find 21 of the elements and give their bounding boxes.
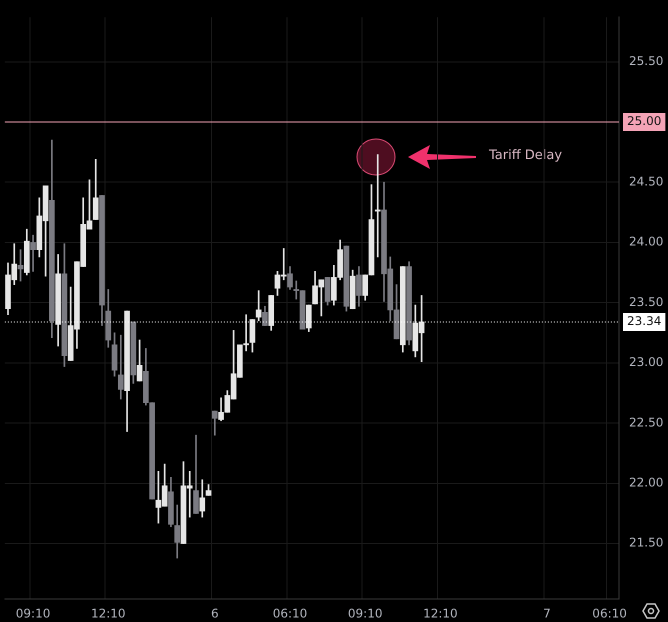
candlestick — [30, 234, 36, 272]
annotation: Tariff Delay — [489, 148, 562, 163]
y-tick-label: 24.00 — [629, 234, 664, 249]
x-tick-label: 12:10 — [90, 606, 126, 620]
x-tick-label: 09:10 — [348, 606, 382, 620]
x-tick-label: 06:10 — [272, 606, 308, 620]
x-tick-label: 6 — [210, 606, 219, 620]
y-tick-label: 22.00 — [629, 475, 664, 490]
x-tick-label: 06:10 — [592, 606, 627, 620]
candlestick — [18, 249, 24, 282]
ref-line-label: 23.34 — [627, 314, 662, 328]
x-tick-label: 09:10 — [16, 606, 50, 620]
x-tick-label: 12:10 — [423, 606, 458, 620]
x-tick-label: 7 — [543, 606, 551, 620]
y-tick-label: 24.50 — [629, 174, 664, 188]
y-tick-label: 23.00 — [629, 355, 664, 370]
ref-line-label: 25.00 — [627, 114, 662, 128]
y-tick-label: 22.50 — [629, 415, 664, 430]
y-tick-label: 23.50 — [629, 294, 664, 309]
y-tick-label: 21.50 — [629, 536, 664, 550]
y-tick-label: 25.50 — [629, 54, 664, 68]
